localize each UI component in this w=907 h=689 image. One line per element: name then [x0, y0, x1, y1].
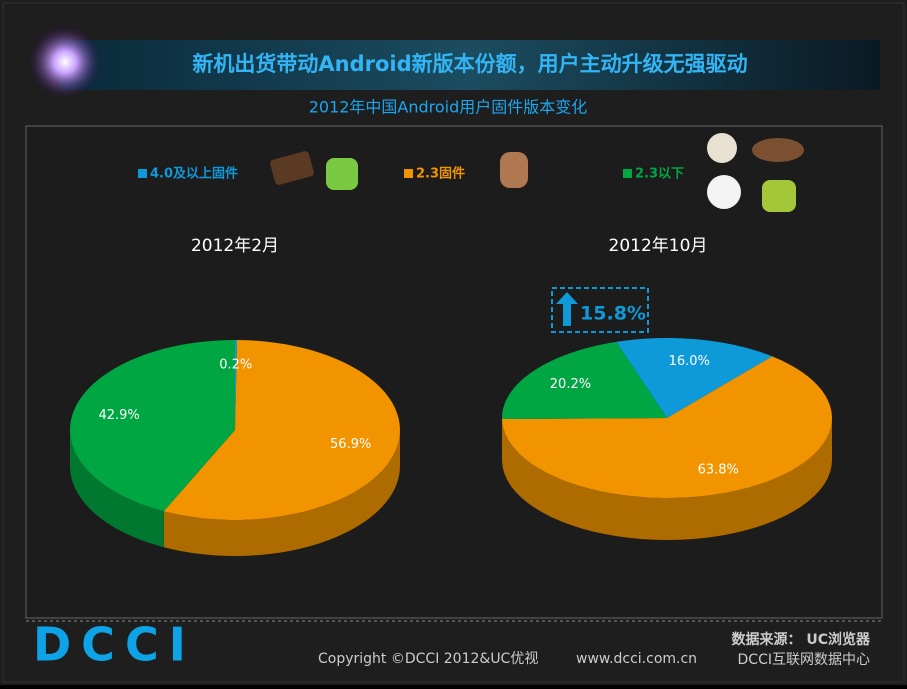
star-icon: [27, 24, 103, 100]
value-label: 20.2%: [550, 377, 591, 392]
title: 新机出货带动Android新版本份额，用户主动升级无强驱动: [192, 52, 747, 76]
icon: [752, 138, 804, 162]
legend-label: 4.0及以上固件: [150, 166, 238, 182]
icon: [326, 158, 358, 190]
value-label: 63.8%: [698, 462, 739, 477]
icon: [707, 133, 737, 163]
chart-title: 2012年2月: [191, 236, 279, 256]
legend-label: 2.3固件: [416, 166, 465, 182]
legend-swatch: [404, 169, 413, 178]
org: DCCI互联网数据中心: [738, 652, 870, 668]
copyright: Copyright ©DCCI 2012&UC优视: [318, 651, 538, 667]
value-label: 42.9%: [98, 408, 139, 423]
subtitle: 2012年中国Android用户固件版本变化: [309, 98, 588, 117]
source: 数据来源： UC浏览器: [731, 631, 871, 648]
legend-label: 2.3以下: [635, 167, 684, 182]
annotation: 15.8%: [580, 303, 646, 325]
icon: [500, 152, 528, 188]
logo: DCCI: [33, 618, 196, 672]
value-label: 56.9%: [330, 437, 371, 452]
url: www.dcci.com.cn: [576, 651, 697, 667]
chart-title: 2012年10月: [609, 236, 708, 256]
icon: [762, 180, 796, 212]
value-label: 16.0%: [669, 354, 710, 369]
icon: [707, 175, 741, 209]
value-label: 0.2%: [219, 358, 252, 373]
legend-swatch: [623, 169, 632, 178]
legend-swatch: [138, 169, 147, 178]
